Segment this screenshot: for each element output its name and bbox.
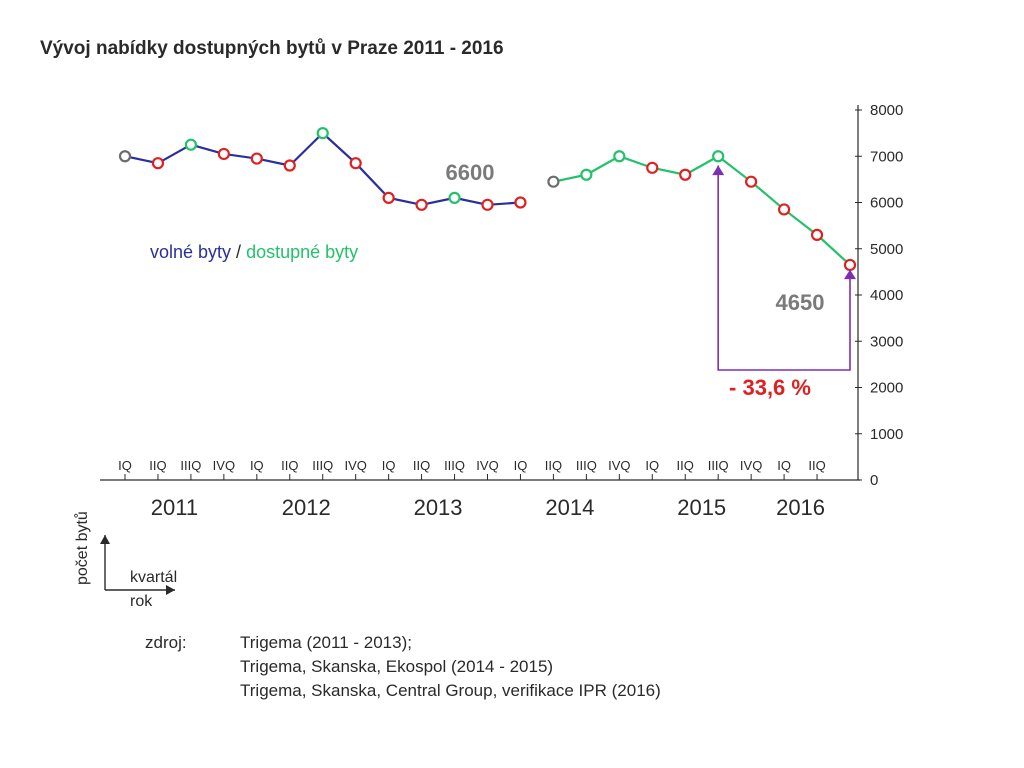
- data-point: [252, 154, 262, 164]
- data-point: [318, 128, 328, 138]
- callout: 6600: [446, 160, 495, 185]
- svg-text:IVQ: IVQ: [608, 458, 630, 473]
- svg-text:2012: 2012: [282, 495, 331, 520]
- change-bracket: [718, 166, 850, 371]
- chart-canvas: 0 1000 2000 3000 4000 5000 6000 7000 8000 IQ IIQ II…: [0, 0, 1024, 768]
- svg-text:IQ: IQ: [118, 458, 132, 473]
- svg-text:IVQ: IVQ: [344, 458, 366, 473]
- svg-text:5000: 5000: [870, 241, 903, 258]
- data-point: [120, 151, 130, 161]
- source-label: zdroj:: [145, 633, 187, 652]
- callout: - 33,6 %: [729, 375, 811, 400]
- svg-text:IIIQ: IIIQ: [576, 458, 597, 473]
- svg-text:IIQ: IIQ: [545, 458, 562, 473]
- data-point: [812, 230, 822, 240]
- svg-text:IIQ: IIQ: [281, 458, 298, 473]
- data-point: [746, 177, 756, 187]
- svg-text:1000: 1000: [870, 426, 903, 443]
- svg-text:2000: 2000: [870, 380, 903, 397]
- svg-text:IIIQ: IIIQ: [708, 458, 729, 473]
- data-point: [779, 204, 789, 214]
- svg-text:2011: 2011: [151, 495, 198, 520]
- data-point: [647, 163, 657, 173]
- data-point: [713, 151, 723, 161]
- arrowhead: [712, 166, 724, 176]
- svg-text:IVQ: IVQ: [476, 458, 498, 473]
- data-point: [351, 158, 361, 168]
- svg-text:IIQ: IIQ: [808, 458, 825, 473]
- svg-text:2013: 2013: [414, 495, 463, 520]
- svg-text:IIIQ: IIIQ: [180, 458, 201, 473]
- svg-text:7000: 7000: [870, 148, 903, 165]
- data-point: [417, 200, 427, 210]
- series-dostupné byty: [553, 156, 850, 265]
- svg-text:IVQ: IVQ: [740, 458, 762, 473]
- data-point: [153, 158, 163, 168]
- svg-text:4000: 4000: [870, 287, 903, 304]
- data-point: [384, 193, 394, 203]
- x-axis-label-bottom: rok: [130, 593, 153, 610]
- data-point: [515, 198, 525, 208]
- data-point: [219, 149, 229, 159]
- svg-text:IVQ: IVQ: [213, 458, 235, 473]
- svg-text:IQ: IQ: [777, 458, 791, 473]
- svg-text:2016: 2016: [776, 495, 825, 520]
- data-point: [581, 170, 591, 180]
- arrowhead: [844, 270, 856, 280]
- svg-text:2014: 2014: [545, 495, 594, 520]
- svg-text:IIIQ: IIIQ: [312, 458, 333, 473]
- y-axis-label: počet bytů: [73, 511, 91, 585]
- svg-text:IQ: IQ: [514, 458, 528, 473]
- svg-text:IQ: IQ: [382, 458, 396, 473]
- source-line: Trigema, Skanska, Central Group, verifik…: [240, 681, 661, 700]
- legend-inline: volné byty / dostupné byty: [150, 242, 358, 262]
- data-point: [548, 177, 558, 187]
- data-point: [614, 151, 624, 161]
- data-point: [680, 170, 690, 180]
- svg-text:IIQ: IIQ: [413, 458, 430, 473]
- data-point: [285, 161, 295, 171]
- source-line: Trigema, Skanska, Ekospol (2014 - 2015): [240, 657, 553, 676]
- svg-text:6000: 6000: [870, 195, 903, 212]
- svg-text:IQ: IQ: [250, 458, 264, 473]
- callout: 4650: [776, 290, 825, 315]
- svg-text:IIIQ: IIIQ: [444, 458, 465, 473]
- svg-text:8000: 8000: [870, 102, 903, 119]
- x-axis-label-top: kvartál: [130, 569, 177, 586]
- source-line: Trigema (2011 - 2013);: [240, 633, 412, 652]
- data-point: [483, 200, 493, 210]
- data-point: [450, 193, 460, 203]
- svg-text:0: 0: [870, 472, 878, 489]
- svg-text:2015: 2015: [677, 495, 726, 520]
- svg-text:3000: 3000: [870, 333, 903, 350]
- svg-text:IIQ: IIQ: [149, 458, 166, 473]
- data-point: [845, 260, 855, 270]
- svg-text:IQ: IQ: [645, 458, 659, 473]
- data-point: [186, 140, 196, 150]
- svg-text:IIQ: IIQ: [677, 458, 694, 473]
